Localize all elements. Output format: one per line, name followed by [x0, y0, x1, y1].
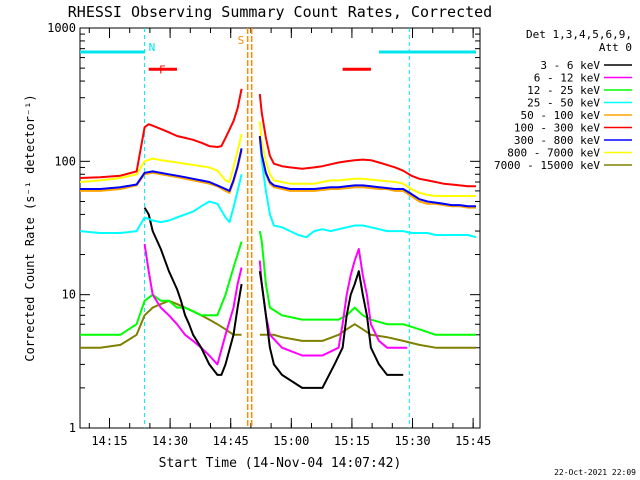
series-line-5 — [79, 88, 476, 188]
legend-label: 12 - 25 keV — [527, 84, 600, 97]
legend-label: 6 - 12 keV — [534, 72, 601, 85]
y-tick-label: 100 — [54, 154, 76, 168]
x-tick-label: 14:15 — [91, 434, 127, 448]
legend-subtitle: Att 0 — [599, 41, 632, 54]
legend-label: 300 - 800 keV — [514, 134, 600, 147]
series-line-0 — [143, 207, 404, 389]
series-line-7 — [79, 121, 476, 197]
legend-label: 800 - 7000 keV — [507, 147, 600, 160]
series-line-2 — [80, 230, 476, 336]
y-tick-label: 1000 — [47, 21, 76, 35]
y-axis-label: Corrected Count Rate (s⁻¹ detector⁻¹) — [23, 94, 37, 361]
x-tick-label: 14:30 — [152, 434, 188, 448]
x-tick-label: 15:15 — [334, 434, 370, 448]
marker-label-s: S — [238, 34, 245, 47]
flag-label-f: F — [159, 63, 166, 76]
chart-title: RHESSI Observing Summary Count Rates, Co… — [68, 3, 492, 21]
x-tick-label: 15:30 — [394, 434, 430, 448]
legend-title: Det 1,3,4,5,6,9, — [526, 28, 632, 41]
series-line-3 — [79, 137, 477, 239]
series-line-1 — [143, 243, 408, 366]
plot-area: 1 10 100 1000 14:15 14:30 14:45 15:00 15:15 15:30… — [47, 21, 491, 448]
legend-label: 25 - 50 keV — [527, 97, 600, 110]
x-tick-label: 14:45 — [213, 434, 249, 448]
series-line-6 — [80, 135, 476, 208]
flag-label-n: N — [149, 41, 156, 54]
legend-label: 100 - 300 keV — [514, 122, 600, 135]
legend-label: 3 - 6 keV — [540, 59, 600, 72]
legend-label: 7000 - 15000 keV — [494, 159, 600, 172]
x-tick-label: 15:00 — [273, 434, 309, 448]
x-tick-label: 15:45 — [455, 434, 491, 448]
x-axis-label: Start Time (14-Nov-04 14:07:42) — [159, 456, 402, 471]
plot-frame — [79, 27, 481, 429]
y-tick-label: 10 — [62, 288, 76, 302]
series-line-8 — [80, 299, 476, 349]
legend-label: 50 - 100 keV — [521, 109, 601, 122]
timestamp: 22-Oct-2021 22:09 — [554, 468, 636, 477]
y-tick-label: 1 — [69, 421, 76, 435]
